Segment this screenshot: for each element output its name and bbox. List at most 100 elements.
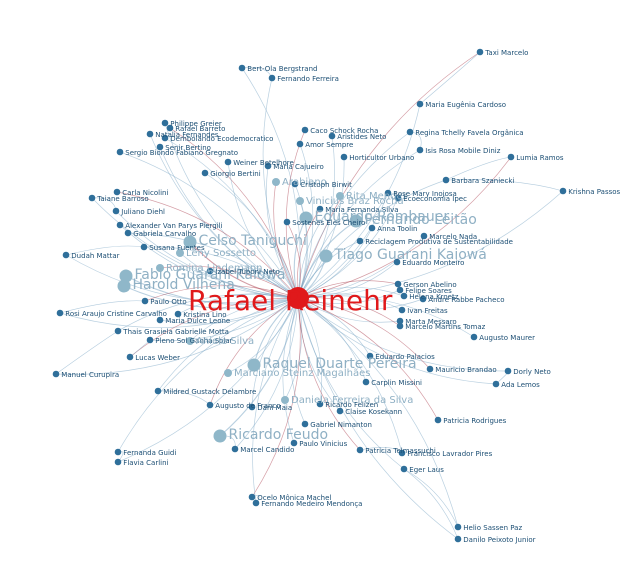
node-paulovinicius[interactable] (290, 439, 298, 447)
node-weiner[interactable] (224, 158, 232, 166)
node-celso[interactable] (183, 235, 197, 249)
node-bertol[interactable] (238, 64, 246, 72)
node-arabiano[interactable] (272, 178, 280, 186)
node-fferreira[interactable] (268, 74, 276, 82)
node-marta[interactable] (396, 317, 404, 325)
node-vinicius[interactable] (296, 197, 304, 205)
node-fernandaguidi[interactable] (114, 448, 122, 456)
node-taxi[interactable] (476, 48, 484, 56)
node-claise[interactable] (336, 407, 344, 415)
node-marciano[interactable] (224, 369, 232, 377)
node-romina[interactable] (156, 264, 164, 272)
node-mecardoso[interactable] (416, 100, 424, 108)
node-horticult[interactable] (340, 153, 348, 161)
node-marcelcandido[interactable] (231, 445, 239, 453)
node-kroetz[interactable] (400, 292, 408, 300)
node-gabrielm[interactable] (301, 420, 309, 428)
node-caco[interactable] (301, 126, 309, 134)
node-montero[interactable] (393, 258, 401, 266)
node-gabriela[interactable] (124, 229, 132, 237)
node-kristina[interactable] (174, 310, 182, 318)
node-patriciat[interactable] (356, 446, 364, 454)
node-mariaf[interactable] (316, 205, 324, 213)
node-sostenes[interactable] (283, 218, 291, 226)
node-carplin[interactable] (362, 378, 370, 386)
node-dembolado[interactable] (161, 134, 169, 142)
node-rosi[interactable] (56, 309, 64, 317)
node-aristides[interactable] (328, 132, 336, 140)
node-taiane[interactable] (88, 194, 96, 202)
node-lavrador[interactable] (398, 449, 406, 457)
edge-horticult (297, 156, 345, 299)
node-augustomaurer[interactable] (470, 333, 478, 341)
node-eduardo[interactable] (299, 211, 313, 225)
node-barbara[interactable] (442, 176, 450, 184)
node-gerson[interactable] (394, 280, 402, 288)
node-fabio[interactable] (119, 269, 133, 283)
node-ocelo[interactable] (248, 493, 256, 501)
node-helio[interactable] (454, 523, 462, 531)
node-ricardofeudo[interactable] (213, 429, 227, 443)
node-paulo[interactable] (141, 297, 149, 305)
node-sergio[interactable] (116, 148, 124, 156)
node-krishna[interactable] (559, 187, 567, 195)
node-natalia[interactable] (146, 130, 154, 138)
node-izabel[interactable] (206, 267, 214, 275)
node-rita[interactable] (336, 192, 344, 200)
edge-marcelcandido (234, 297, 299, 450)
node-cajueiro[interactable] (264, 162, 272, 170)
node-fsoares[interactable] (396, 286, 404, 294)
node-cristoph[interactable] (291, 180, 299, 188)
node-rafaelbarreto[interactable] (166, 124, 174, 132)
node-aniele[interactable] (186, 337, 194, 345)
node-susana[interactable] (140, 243, 148, 251)
node-pacheco[interactable] (419, 295, 427, 303)
node-mariad[interactable] (156, 316, 164, 324)
node-rosemary[interactable] (384, 189, 392, 197)
node-danimaia[interactable] (248, 403, 256, 411)
node-alexander[interactable] (116, 221, 124, 229)
node-palacios[interactable] (366, 352, 374, 360)
node-giorgio[interactable] (201, 169, 209, 177)
node-augustofranco[interactable] (206, 401, 214, 409)
node-leny[interactable] (176, 249, 184, 257)
node-marcelo[interactable] (420, 232, 428, 240)
node-patriciar[interactable] (434, 416, 442, 424)
node-ricardof[interactable] (316, 400, 324, 408)
node-flavia[interactable] (114, 458, 122, 466)
node-raquel[interactable] (247, 358, 261, 372)
node-regina[interactable] (406, 128, 414, 136)
node-lumia[interactable] (507, 153, 515, 161)
node-senir[interactable] (156, 143, 164, 151)
node-guarani[interactable] (319, 249, 333, 263)
node-lucas[interactable] (126, 353, 134, 361)
node-mendonca[interactable] (252, 499, 260, 507)
node-label-caco: Caco Schock Rocha (310, 127, 378, 135)
node-dorly[interactable] (504, 367, 512, 375)
node-brandao[interactable] (426, 365, 434, 373)
node-annatoolin[interactable] (368, 224, 376, 232)
node-daniela[interactable] (281, 396, 289, 404)
node-egerlaus[interactable] (400, 465, 408, 473)
node-adalemos[interactable] (492, 380, 500, 388)
node-pgreier[interactable] (161, 119, 169, 127)
node-fernandoleitao[interactable] (349, 214, 363, 228)
node-reciclagem[interactable] (356, 237, 364, 245)
node-itafreitas[interactable] (398, 306, 406, 314)
node-economiaviva[interactable] (394, 194, 402, 202)
node-tomaz[interactable] (396, 322, 404, 330)
node-thais[interactable] (114, 327, 122, 335)
node-pleno[interactable] (146, 336, 154, 344)
node-label-giorgio: Giorgio Bertini (210, 170, 260, 178)
node-amor[interactable] (296, 140, 304, 148)
node-daniloj[interactable] (454, 535, 462, 543)
node-mildred[interactable] (154, 387, 162, 395)
label-layer: Taxi Marcelo Bert-Ola Bergstrand Fernando … (61, 49, 620, 544)
node-juliano[interactable] (112, 207, 120, 215)
node-dudah[interactable] (62, 251, 70, 259)
node-harold[interactable] (117, 279, 131, 293)
node-manuel[interactable] (52, 370, 60, 378)
node-carlas[interactable] (113, 188, 121, 196)
node-hub[interactable] (287, 287, 309, 309)
node-isis[interactable] (416, 146, 424, 154)
